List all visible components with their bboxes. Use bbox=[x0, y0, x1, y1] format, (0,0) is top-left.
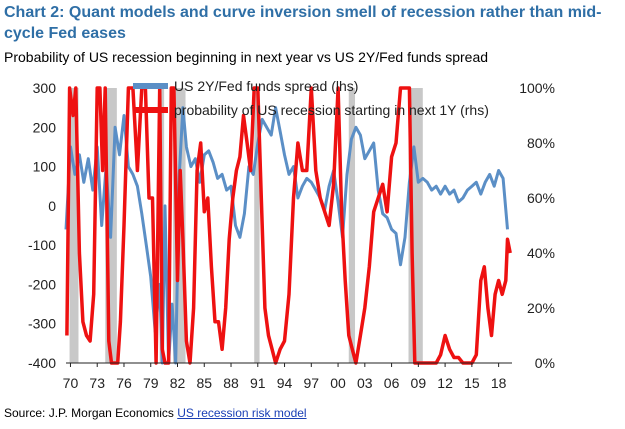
y-right-tick-label: 80% bbox=[527, 135, 555, 151]
x-tick-label: 82 bbox=[170, 375, 186, 391]
x-tick-label: 88 bbox=[223, 375, 239, 391]
y-left-tick-label: 300 bbox=[33, 80, 57, 96]
x-tick-label: 91 bbox=[250, 375, 266, 391]
y-right-tick-label: 20% bbox=[527, 300, 555, 316]
source-link[interactable]: US recession risk model bbox=[177, 406, 307, 420]
legend-spread-label: US 2Y/Fed funds spread (lhs) bbox=[174, 78, 358, 94]
y-right-tick-label: 60% bbox=[527, 190, 555, 206]
x-tick-label: 70 bbox=[63, 375, 79, 391]
source-note: Source: J.P. Morgan Economics US recessi… bbox=[4, 406, 307, 420]
recession-band-0 bbox=[69, 88, 79, 363]
x-tick-label: 76 bbox=[116, 375, 132, 391]
y-right-tick-label: 100% bbox=[519, 80, 555, 96]
x-tick-label: 79 bbox=[143, 375, 159, 391]
axes: 70 73 76 79 82 85 88 91 94 97 00 03 06 09 12 15 18 300 200… bbox=[28, 80, 555, 391]
x-tick-label: 03 bbox=[357, 375, 373, 391]
y-left-tick-label: 100 bbox=[33, 159, 57, 175]
chart-title: Chart 2: Quant models and curve inversio… bbox=[4, 4, 602, 42]
y-left-tick-label: 200 bbox=[33, 119, 57, 135]
legend: US 2Y/Fed funds spread (lhs) probability… bbox=[133, 78, 489, 118]
y-right-tick-label: 40% bbox=[527, 245, 555, 261]
source-prefix: Source: J.P. Morgan Economics bbox=[4, 406, 178, 420]
x-tick-label: 06 bbox=[384, 375, 400, 391]
x-tick-label: 73 bbox=[89, 375, 105, 391]
x-tick-label: 94 bbox=[277, 375, 293, 391]
y-left-tick-label: -400 bbox=[28, 355, 56, 371]
probability-line bbox=[65, 86, 512, 365]
legend-probability-label: probability of US recession starting in … bbox=[174, 102, 489, 118]
x-tick-label: 97 bbox=[304, 375, 320, 391]
series-lines bbox=[64, 86, 512, 365]
x-tick-label: 18 bbox=[491, 375, 507, 391]
recession-band-4 bbox=[254, 88, 260, 363]
y-left-tick-label: -200 bbox=[28, 276, 56, 292]
chart-subtitle: Probability of US recession beginning in… bbox=[4, 49, 489, 65]
x-tick-label: 12 bbox=[437, 375, 453, 391]
spread-line bbox=[64, 106, 509, 365]
recession-band-5 bbox=[348, 88, 356, 363]
x-tick-label: 09 bbox=[411, 375, 427, 391]
x-tick-label: 15 bbox=[464, 375, 480, 391]
y-right-tick-label: 0% bbox=[535, 355, 555, 371]
x-tick-label: 85 bbox=[196, 375, 212, 391]
y-left-tick-label: 0 bbox=[48, 198, 56, 214]
y-left-tick-label: -300 bbox=[28, 316, 56, 332]
y-left-tick-label: -100 bbox=[28, 237, 56, 253]
x-tick-label: 00 bbox=[330, 375, 346, 391]
